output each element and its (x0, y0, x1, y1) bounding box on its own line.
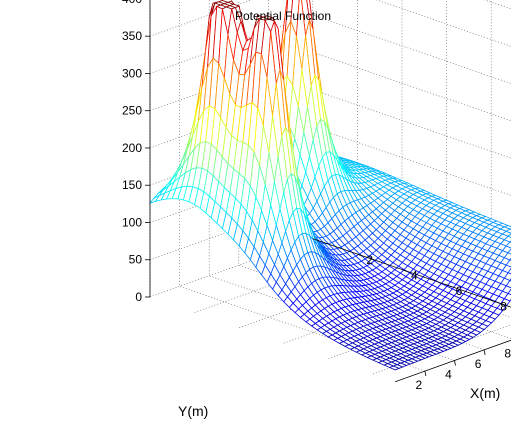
z-tick-label: 300 (122, 66, 142, 80)
y-tick-mark (455, 361, 456, 366)
x-tick-label: 8 (500, 299, 507, 313)
x-tick-label: 2 (366, 253, 373, 267)
y-tick-label: 6 (475, 357, 482, 371)
y-tick-label: 4 (445, 368, 452, 382)
y-tick-label: 2 (416, 378, 423, 392)
z-tick-label: 400 (122, 0, 142, 6)
z-tick-label: 250 (122, 104, 142, 118)
x-axis-label: X(m) (470, 385, 500, 401)
y-tick-mark (425, 371, 426, 376)
z-tick-label: 100 (122, 215, 142, 229)
y-axis-label: Y(m) (178, 403, 208, 419)
z-tick-label: 350 (122, 29, 142, 43)
z-tick-label: 200 (122, 141, 142, 155)
chart-title: Potential Function (235, 9, 331, 23)
x-tick-label: 4 (411, 269, 418, 283)
x-tick-label: 6 (456, 284, 463, 298)
surface-mesh (150, 0, 511, 370)
z-tick-label: 50 (129, 253, 143, 267)
y-tick-label: 8 (504, 346, 511, 360)
z-tick-label: 0 (135, 290, 142, 304)
z-tick-label: 150 (122, 178, 142, 192)
y-tick-mark (484, 350, 485, 355)
